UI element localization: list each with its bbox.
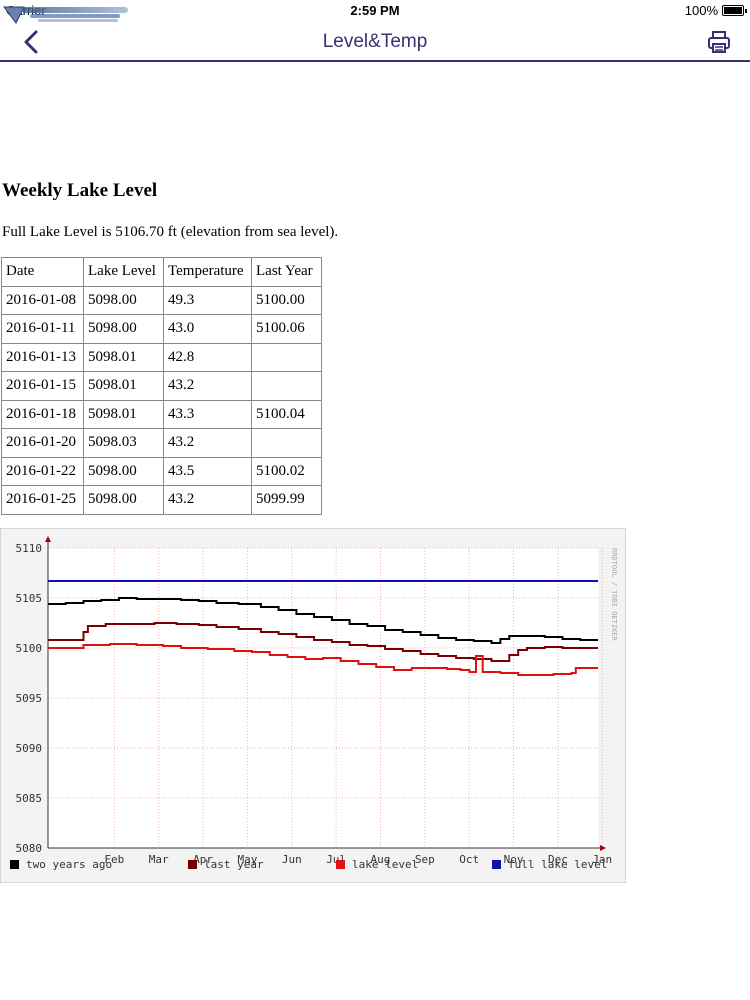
chart-svg: 5080 5085 5090 5095 5100 5105 5110 Feb Mar Apr May… [0, 528, 626, 883]
cell-last-year [251, 428, 322, 458]
cell-last-year [251, 371, 322, 401]
y-tick-label: 5085 [16, 792, 43, 805]
cell-lake-level: 5098.00 [83, 285, 164, 315]
header-date: Date [1, 257, 84, 287]
cell-temperature: 43.5 [163, 456, 252, 486]
cell-lake-level: 5098.00 [83, 456, 164, 486]
plot-area [48, 548, 598, 848]
legend-label: full lake level [508, 858, 607, 871]
y-tick-label: 5105 [16, 592, 43, 605]
print-button[interactable] [706, 28, 732, 56]
cell-lake-level: 5098.03 [83, 428, 164, 458]
x-axis-arrow [600, 845, 606, 851]
lake-level-chart: 5080 5085 5090 5095 5100 5105 5110 Feb Mar Apr May… [0, 528, 626, 883]
full-lake-level-text: Full Lake Level is 5106.70 ft (elevation… [2, 224, 339, 240]
legend-label: two years ago [26, 858, 112, 871]
x-tick-label: Jan [592, 853, 612, 866]
cell-date: 2016-01-13 [1, 342, 84, 372]
legend-swatch [336, 860, 345, 869]
y-tick-label: 5100 [16, 642, 43, 655]
y-tick-label: 5095 [16, 692, 43, 705]
table-row: 2016-01-18 5098.01 43.3 5100.04 [1, 399, 322, 429]
cell-date: 2016-01-25 [1, 485, 84, 515]
cell-last-year: 5100.04 [251, 399, 322, 429]
x-tick-label: Feb [104, 853, 124, 866]
series-line-last-year [48, 622, 598, 662]
app-logo-icon [3, 6, 128, 24]
cell-date: 2016-01-15 [1, 371, 84, 401]
battery-icon [722, 5, 747, 16]
cell-temperature: 43.2 [163, 485, 252, 515]
table-row: 2016-01-08 5098.00 49.3 5100.00 [1, 285, 322, 315]
y-tick-label: 5110 [16, 542, 43, 555]
cell-last-year [251, 342, 322, 372]
x-tick-label: May [237, 853, 257, 866]
page-heading: Weekly Lake Level [2, 180, 158, 201]
status-time: 2:59 PM [350, 3, 400, 18]
cell-date: 2016-01-22 [1, 456, 84, 486]
cell-temperature: 42.8 [163, 342, 252, 372]
x-tick-label: Oct [459, 853, 479, 866]
cell-temperature: 43.0 [163, 314, 252, 344]
x-tick-label: Dec [548, 853, 568, 866]
cell-lake-level: 5098.00 [83, 485, 164, 515]
cell-date: 2016-01-08 [1, 285, 84, 315]
table-row: 2016-01-15 5098.01 43.2 [1, 371, 322, 401]
cell-last-year: 5100.02 [251, 456, 322, 486]
navigation-bar: Level&Temp [0, 22, 750, 62]
table-header-row: Date Lake Level Temperature Last Year [1, 257, 322, 287]
x-tick-label: Sep [415, 853, 435, 866]
cell-date: 2016-01-20 [1, 428, 84, 458]
x-tick-label: Jun [282, 853, 302, 866]
x-tick-label: Nov [504, 853, 524, 866]
cell-temperature: 43.2 [163, 428, 252, 458]
cell-last-year: 5100.00 [251, 285, 322, 315]
legend-label: lake level [352, 858, 418, 871]
header-last-year: Last Year [251, 257, 322, 287]
back-button[interactable] [18, 28, 44, 56]
header-lake-level: Lake Level [83, 257, 164, 287]
cell-date: 2016-01-11 [1, 314, 84, 344]
cell-last-year: 5099.99 [251, 485, 322, 515]
x-tick-label: Mar [149, 853, 169, 866]
nav-title: Level&Temp [322, 31, 428, 52]
cell-lake-level: 5098.01 [83, 371, 164, 401]
header-temperature: Temperature [163, 257, 252, 287]
chevron-left-icon [24, 30, 38, 54]
battery-percent: 100% [684, 3, 718, 18]
cell-temperature: 43.3 [163, 399, 252, 429]
printer-icon [708, 31, 730, 53]
cell-date: 2016-01-18 [1, 399, 84, 429]
cell-lake-level: 5098.01 [83, 342, 164, 372]
table-row: 2016-01-20 5098.03 43.2 [1, 428, 322, 458]
cell-lake-level: 5098.00 [83, 314, 164, 344]
series-line-lake-level [48, 643, 598, 676]
lake-level-table: Date Lake Level Temperature Last Year 20… [1, 257, 322, 515]
table-row: 2016-01-13 5098.01 42.8 [1, 342, 322, 372]
legend-swatch [492, 860, 501, 869]
table-row: 2016-01-25 5098.00 43.2 5099.99 [1, 485, 322, 515]
cell-lake-level: 5098.01 [83, 399, 164, 429]
cell-last-year: 5100.06 [251, 314, 322, 344]
legend-swatch [10, 860, 19, 869]
watermark-text: RRDTOOL / TOBI OETIKER [610, 548, 618, 642]
cell-temperature: 43.2 [163, 371, 252, 401]
series-line-two-years-ago [48, 597, 598, 644]
y-tick-label: 5090 [16, 742, 43, 755]
y-tick-label: 5080 [16, 842, 43, 855]
battery-fill [724, 7, 742, 14]
x-tick-label: Aug [371, 853, 391, 866]
table-row: 2016-01-22 5098.00 43.5 5100.02 [1, 456, 322, 486]
x-tick-label: Apr [193, 853, 213, 866]
legend-swatch [188, 860, 197, 869]
cell-temperature: 49.3 [163, 285, 252, 315]
legend-label: last year [204, 858, 264, 871]
table-row: 2016-01-11 5098.00 43.0 5100.06 [1, 314, 322, 344]
y-axis-arrow [45, 536, 51, 542]
